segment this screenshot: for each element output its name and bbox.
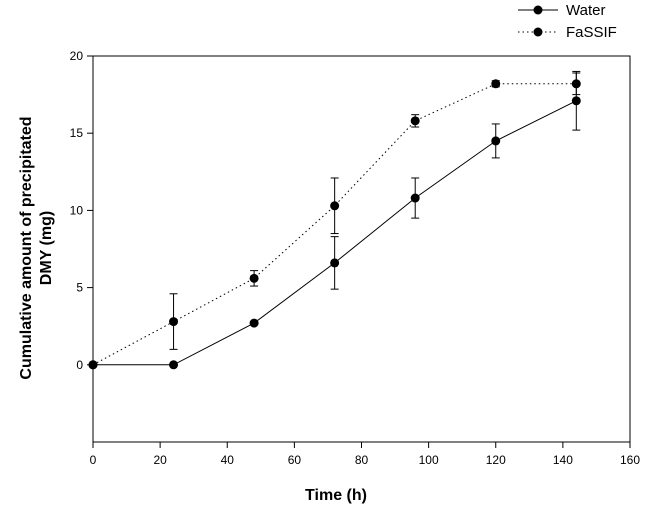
data-point	[491, 136, 501, 146]
data-point	[249, 273, 259, 283]
x-tick-label: 100	[419, 453, 439, 467]
y-tick-label: 15	[70, 126, 84, 140]
legend-marker	[533, 5, 543, 15]
legend: Water FaSSIF	[518, 2, 617, 41]
x-tick-label: 80	[355, 453, 369, 467]
x-tick-label: 20	[153, 453, 167, 467]
data-point	[410, 193, 420, 203]
data-point	[330, 201, 340, 211]
y-axis-title-line1: Cumulative amount of precipitated	[18, 116, 35, 379]
data-point	[169, 317, 179, 327]
y-tick-label: 0	[76, 358, 83, 372]
x-tick-label: 40	[221, 453, 235, 467]
y-tick-label: 10	[70, 203, 84, 217]
data-point	[491, 79, 501, 89]
data-point	[571, 96, 581, 106]
y-tick-label: 5	[76, 281, 83, 295]
data-point	[410, 116, 420, 126]
x-axis-ticks: 0 20 40 60 80 100 120 140 160	[90, 442, 640, 467]
y-axis-title-line2: DMY (mg)	[38, 211, 55, 285]
data-point	[169, 360, 179, 370]
legend-entry-fassif: FaSSIF	[518, 24, 617, 41]
legend-marker	[533, 27, 543, 37]
x-tick-label: 0	[90, 453, 97, 467]
y-tick-label: 20	[70, 49, 84, 63]
y-axis-ticks: 0 5 10 15 20	[70, 49, 93, 372]
x-tick-label: 120	[486, 453, 506, 467]
data-point	[330, 258, 340, 268]
x-tick-label: 140	[553, 453, 573, 467]
legend-entry-water: Water	[518, 2, 605, 19]
series-fassif	[88, 72, 581, 370]
legend-label: FaSSIF	[566, 24, 617, 41]
y-axis-title: Cumulative amount of precipitated DMY (m…	[18, 116, 55, 379]
series-layer	[88, 70, 581, 370]
x-tick-label: 60	[288, 453, 302, 467]
data-point	[88, 360, 98, 370]
x-tick-label: 160	[620, 453, 640, 467]
legend-label: Water	[566, 2, 605, 19]
x-axis-title: Time (h)	[305, 487, 367, 504]
data-point	[571, 79, 581, 89]
data-point	[249, 318, 259, 328]
